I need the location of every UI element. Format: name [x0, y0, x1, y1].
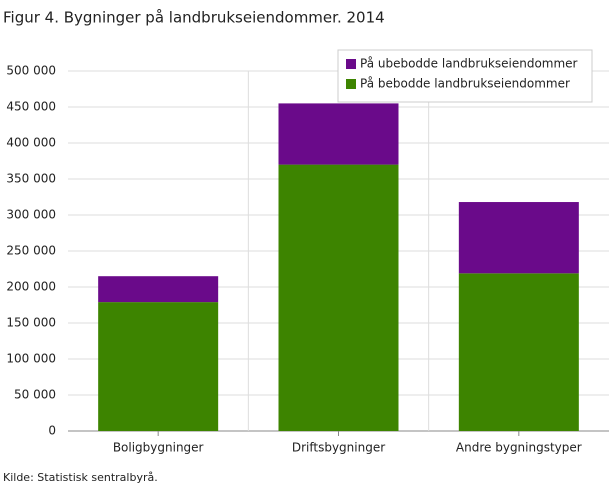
- bar-segment: [458, 202, 579, 274]
- y-tick-label: 150 000: [6, 316, 56, 330]
- source: Kilde: Statistisk sentralbyrå.: [3, 471, 158, 484]
- y-tick-label: 300 000: [6, 208, 56, 222]
- y-tick-label: 400 000: [6, 136, 56, 150]
- bar-segment: [98, 302, 219, 431]
- x-tick-label: Andre bygningstyper: [456, 441, 582, 455]
- legend-box: [337, 49, 593, 103]
- legend-label: På ubebodde landbrukseiendommer: [360, 57, 578, 71]
- y-tick-label: 350 000: [6, 172, 56, 186]
- y-tick-label: 250 000: [6, 244, 56, 258]
- legend-label: På bebodde landbrukseiendommer: [360, 77, 570, 91]
- y-tick-label: 100 000: [6, 352, 56, 366]
- y-tick-label: 500 000: [6, 64, 56, 78]
- chart-title: Figur 4. Bygninger på landbrukseiendomme…: [3, 9, 385, 27]
- bar-segment: [98, 276, 219, 303]
- x-tick-label: Driftsbygninger: [292, 441, 385, 455]
- y-tick-label: 0: [48, 424, 56, 438]
- x-tick-label: Boligbygninger: [113, 441, 204, 455]
- y-tick-label: 50 000: [14, 388, 56, 402]
- legend-swatch: [346, 59, 356, 69]
- bar-segment: [278, 103, 399, 165]
- y-tick-label: 450 000: [6, 100, 56, 114]
- bar-segment: [278, 164, 399, 431]
- bar-segment: [458, 273, 579, 431]
- legend-swatch: [346, 79, 356, 89]
- y-tick-label: 200 000: [6, 280, 56, 294]
